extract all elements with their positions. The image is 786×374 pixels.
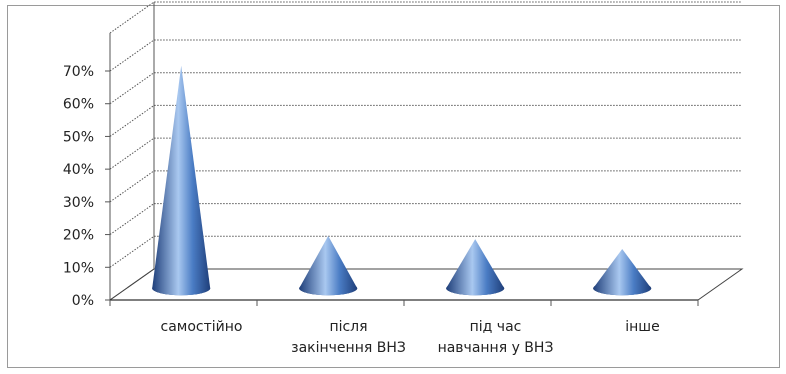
cone-body — [446, 239, 505, 296]
gridline — [109, 39, 742, 72]
gridline — [109, 137, 742, 170]
chart-frame — [7, 5, 780, 368]
category-label: інше — [625, 319, 659, 335]
gridline — [109, 203, 742, 235]
cone-bar — [152, 65, 211, 296]
y-tick-label: 30% — [63, 195, 94, 211]
gridline — [109, 104, 742, 137]
cone-body — [299, 235, 358, 296]
cone-body — [593, 248, 652, 296]
y-tick-label: 10% — [63, 260, 94, 276]
cone-bar — [593, 248, 652, 296]
y-tick-label: 40% — [63, 162, 94, 178]
cone-bar — [299, 235, 358, 296]
y-tick-labels: 0% 10% 20% 30% 40% 50% 60% 70% — [63, 64, 94, 309]
y-tick-label: 50% — [63, 129, 94, 145]
axes — [105, 2, 744, 306]
cones — [152, 65, 652, 296]
y-tick-label: 70% — [63, 64, 94, 80]
category-label: самостійно — [161, 319, 243, 335]
y-tick-label: 20% — [63, 228, 94, 244]
cone-body — [152, 65, 211, 296]
category-labels: самостійно після закінчення ВНЗ під час навч… — [161, 319, 660, 356]
cone-bar — [446, 239, 505, 296]
y-tick-label: 60% — [63, 97, 94, 113]
gridline-top — [109, 1, 742, 34]
y-tick-label: 0% — [72, 293, 94, 309]
category-label: після — [329, 319, 367, 335]
gridline — [109, 72, 742, 105]
category-label: закінчення ВНЗ — [291, 340, 406, 356]
category-label: навчання у ВНЗ — [438, 340, 554, 356]
category-label: під час — [470, 319, 522, 335]
gridline — [109, 170, 742, 203]
